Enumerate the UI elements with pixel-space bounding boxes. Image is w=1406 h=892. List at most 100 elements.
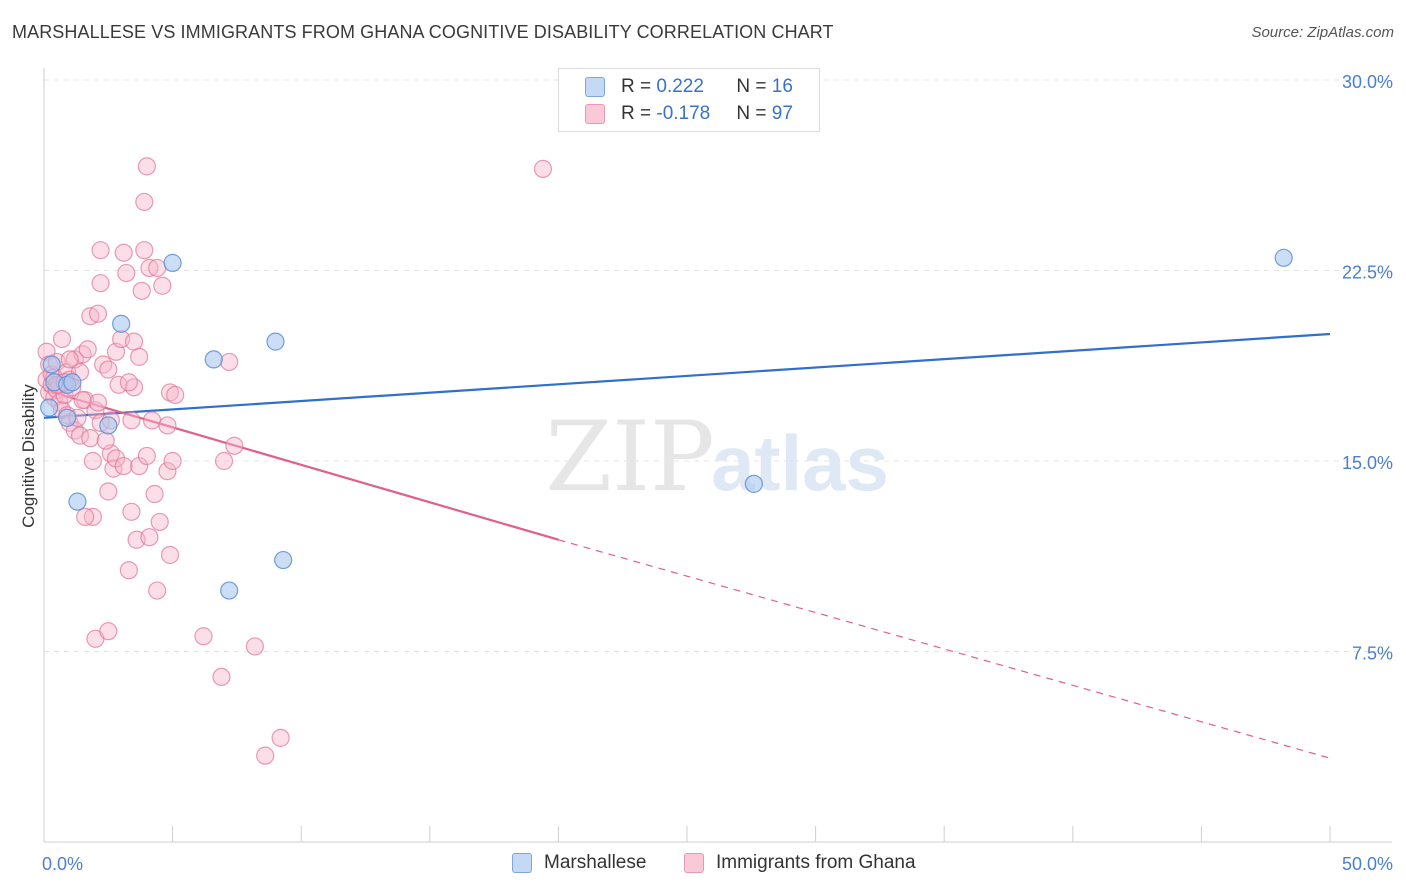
point-ghana bbox=[122, 411, 141, 430]
watermark-atlas: atlas bbox=[711, 419, 889, 507]
point-ghana bbox=[119, 561, 138, 580]
point-marshallese bbox=[204, 350, 223, 369]
point-marshallese bbox=[112, 314, 131, 333]
point-ghana bbox=[533, 159, 553, 178]
point-ghana bbox=[135, 192, 154, 212]
point-ghana bbox=[99, 360, 118, 379]
point-ghana bbox=[96, 431, 115, 450]
axes bbox=[43, 68, 1392, 843]
y-tick-label: 30.0% bbox=[1342, 72, 1393, 92]
point-ghana bbox=[94, 355, 113, 374]
grid-lines bbox=[44, 79, 1392, 652]
point-ghana bbox=[160, 545, 180, 565]
trend-line-marshallese bbox=[43, 332, 1331, 419]
x-tick-label: 0.0% bbox=[42, 854, 83, 874]
point-ghana bbox=[114, 243, 133, 262]
point-marshallese bbox=[68, 492, 87, 511]
point-ghana bbox=[83, 451, 102, 471]
point-ghana bbox=[194, 627, 213, 646]
tick-labels: 7.5% 15.0% 22.5% 30.0% 0.0% 50.0% bbox=[42, 72, 1393, 874]
legend-row-ghana: R = -0.178 N = 97 bbox=[585, 102, 793, 126]
stats-legend: R = 0.222 N = 16 R = -0.178 N = 97 bbox=[558, 68, 820, 132]
point-marshallese bbox=[63, 373, 82, 392]
point-marshallese bbox=[163, 253, 182, 272]
point-ghana bbox=[73, 390, 92, 410]
legend-r-label: R = bbox=[621, 103, 657, 124]
point-ghana bbox=[81, 429, 100, 448]
point-ghana bbox=[148, 258, 167, 278]
point-ghana bbox=[124, 332, 144, 351]
series-swatch-blue bbox=[512, 853, 532, 873]
point-ghana bbox=[137, 446, 156, 466]
chart-title: MARSHALLESE VS IMMIGRANTS FROM GHANA COG… bbox=[12, 22, 834, 42]
point-ghana bbox=[78, 340, 97, 359]
point-ghana bbox=[160, 383, 180, 402]
point-ghana bbox=[150, 512, 169, 532]
legend-row-marshallese: R = 0.222 N = 16 bbox=[585, 75, 793, 99]
series-legend-ghana[interactable]: Immigrants from Ghana bbox=[684, 852, 916, 874]
point-marshallese bbox=[42, 355, 61, 374]
trend-lines bbox=[43, 332, 1331, 759]
point-ghana bbox=[271, 728, 290, 747]
y-tick-label: 15.0% bbox=[1342, 453, 1393, 473]
point-marshallese bbox=[58, 408, 77, 427]
source-label: Source: ZipAtlas.com bbox=[1251, 24, 1394, 41]
point-ghana bbox=[163, 451, 182, 471]
point-ghana bbox=[99, 482, 118, 501]
point-marshallese bbox=[744, 474, 763, 493]
point-ghana bbox=[52, 329, 72, 349]
point-ghana bbox=[88, 304, 108, 323]
point-ghana bbox=[158, 462, 177, 481]
legend-swatch-pink bbox=[585, 104, 605, 124]
legend-n-value: 97 bbox=[771, 103, 793, 124]
data-points bbox=[37, 157, 1293, 765]
point-ghana bbox=[158, 416, 177, 435]
point-ghana bbox=[130, 456, 149, 476]
point-ghana bbox=[124, 378, 144, 397]
legend-n-label: N = bbox=[736, 103, 772, 124]
point-ghana bbox=[122, 502, 141, 521]
point-ghana bbox=[88, 393, 108, 412]
trend-line-ghana-extension bbox=[558, 539, 1331, 759]
legend-r-label: R = bbox=[621, 76, 657, 97]
point-ghana bbox=[142, 411, 162, 430]
point-ghana bbox=[145, 484, 164, 504]
point-ghana bbox=[135, 241, 154, 260]
point-marshallese bbox=[1274, 248, 1293, 267]
point-ghana bbox=[119, 373, 138, 392]
series-legend-marshallese[interactable]: Marshallese bbox=[512, 852, 646, 874]
point-ghana bbox=[137, 157, 156, 176]
legend-swatch-blue bbox=[585, 77, 605, 97]
point-ghana bbox=[60, 350, 79, 369]
legend-n-label: N = bbox=[736, 76, 772, 97]
point-ghana bbox=[214, 451, 234, 471]
point-marshallese bbox=[266, 332, 285, 351]
series-legend: Marshallese Immigrants from Ghana bbox=[0, 852, 1406, 878]
point-ghana bbox=[245, 637, 265, 656]
point-ghana bbox=[83, 507, 102, 526]
point-ghana bbox=[132, 281, 151, 300]
point-ghana bbox=[117, 263, 136, 283]
legend-r-value: 0.222 bbox=[656, 76, 704, 97]
point-ghana bbox=[256, 746, 275, 765]
point-ghana bbox=[106, 449, 126, 468]
point-ghana bbox=[130, 347, 149, 366]
legend-r-value: -0.178 bbox=[656, 103, 711, 124]
x-tick-label: 50.0% bbox=[1342, 854, 1393, 874]
point-ghana bbox=[140, 528, 159, 547]
y-tick-label: 22.5% bbox=[1342, 263, 1393, 283]
point-ghana bbox=[148, 581, 167, 600]
watermark-zip: ZIP bbox=[545, 401, 714, 513]
series-label-marshallese: Marshallese bbox=[544, 852, 647, 873]
series-swatch-pink bbox=[684, 853, 704, 873]
y-axis-label: Cognitive Disability bbox=[19, 384, 38, 528]
series-label-ghana: Immigrants from Ghana bbox=[716, 852, 916, 873]
point-marshallese bbox=[274, 550, 293, 570]
point-ghana bbox=[212, 667, 231, 687]
trend-line-ghana bbox=[43, 388, 559, 541]
point-marshallese bbox=[220, 581, 239, 600]
point-ghana bbox=[140, 258, 159, 278]
watermark: ZIP atlas bbox=[545, 401, 889, 513]
y-tick-label: 7.5% bbox=[1352, 644, 1393, 664]
